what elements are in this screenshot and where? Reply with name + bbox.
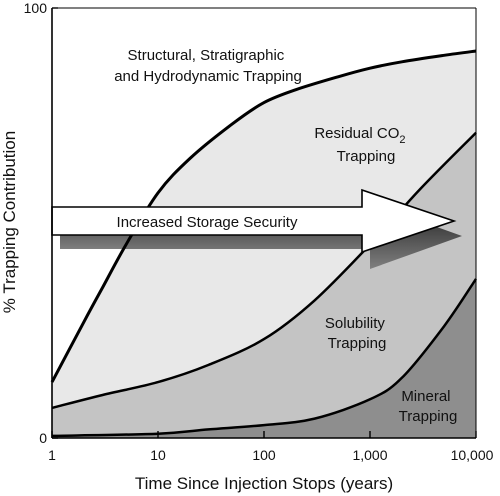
residual-solubility-boundary-line — [51, 131, 477, 410]
mineral-region-label: Mineral Trapping — [399, 388, 458, 425]
structural-label-line-2: and Hydrodynamic Trapping — [114, 68, 302, 85]
y-tick-label: 0 — [39, 430, 47, 446]
y-axis-title: % Trapping Contribution — [0, 131, 19, 313]
mineral-label-line-1: Mineral — [401, 388, 450, 405]
x-axis-title: Time Since Injection Stops (years) — [135, 474, 393, 493]
residual-region-label: Residual CO2 Trapping — [314, 125, 409, 165]
solubility-label-line-1: Solubility — [325, 315, 386, 332]
arrow-label: Increased Storage Security — [117, 214, 298, 231]
structural-residual-boundary-line — [50, 49, 477, 383]
x-tick-label: 1,000 — [352, 447, 387, 463]
residual-label-line-1: Residual CO — [314, 125, 399, 142]
solubility-trapping-area — [52, 132, 476, 438]
arrow-body — [51, 188, 457, 254]
residual-label-subscript: 2 — [399, 134, 405, 146]
structural-label-line-1: Structural, Stratigraphic — [128, 47, 285, 64]
y-tick-label: 100 — [24, 0, 48, 16]
structural-region-label: Structural, Stratigraphic and Hydrodynam… — [114, 47, 302, 85]
solubility-label-line-2: Trapping — [328, 335, 387, 352]
x-axis-ticks: 1 10 100 1,000 10,000 — [48, 431, 494, 463]
x-tick-label: 10 — [150, 447, 166, 463]
mineral-trapping-area — [52, 278, 476, 438]
mineral-label-line-2: Trapping — [399, 408, 458, 425]
solubility-region-label: Solubility Trapping — [325, 315, 389, 352]
residual-label-line-2: Trapping — [337, 148, 396, 165]
storage-security-arrow: Increased Storage Security — [51, 188, 462, 269]
arrow-shadow — [60, 203, 462, 269]
y-axis-ticks: 0 100 — [24, 0, 58, 446]
x-tick-label: 10,000 — [451, 447, 494, 463]
x-tick-label: 1 — [48, 447, 56, 463]
x-tick-label: 100 — [252, 447, 276, 463]
